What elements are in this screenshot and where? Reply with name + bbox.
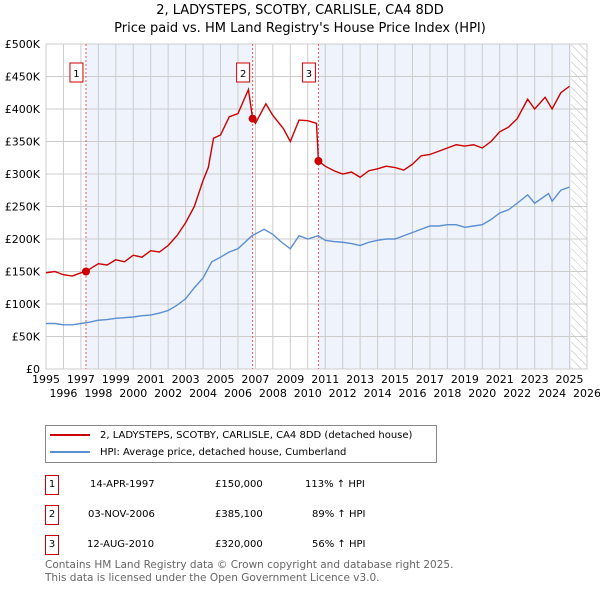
x-tick-label: 2024 bbox=[538, 387, 566, 400]
sale-label-box bbox=[301, 62, 316, 83]
chart-title: 2, LADYSTEPS, SCOTBY, CARLISLE, CA4 8DD bbox=[156, 3, 444, 18]
sale-price: £385,100 bbox=[215, 509, 263, 520]
sale-label: 3 bbox=[306, 69, 312, 80]
sale-date: 12-AUG-2010 bbox=[87, 539, 155, 550]
sale-label-box bbox=[236, 62, 251, 83]
y-tick-label: £400K bbox=[5, 103, 41, 116]
x-tick-label: 2013 bbox=[346, 373, 374, 386]
x-tick-label: 2011 bbox=[311, 373, 339, 386]
y-tick-label: £300K bbox=[5, 168, 41, 181]
x-tick-label: 2006 bbox=[224, 387, 252, 400]
sale-hpi: 89% ↑ HPI bbox=[312, 509, 366, 520]
sale-point bbox=[248, 114, 257, 123]
x-tick-label: 2001 bbox=[137, 373, 165, 386]
legend: 2, LADYSTEPS, SCOTBY, CARLISLE, CA4 8DD … bbox=[45, 425, 437, 463]
y-tick-label: £200K bbox=[5, 233, 41, 246]
sale-marker: 2 bbox=[45, 505, 59, 525]
x-tick-label: 2008 bbox=[259, 387, 287, 400]
sale-marker: 1 bbox=[45, 475, 59, 495]
x-tick-label: 1996 bbox=[49, 387, 77, 400]
sale-hpi: 113% ↑ HPI bbox=[305, 479, 365, 490]
sale-label: 1 bbox=[73, 69, 79, 80]
x-tick-label: 1999 bbox=[102, 373, 130, 386]
chart-subtitle: Price paid vs. HM Land Registry's House … bbox=[114, 21, 486, 36]
legend-swatch-blue bbox=[50, 451, 90, 453]
series-line bbox=[46, 186, 570, 326]
y-tick-label: £150K bbox=[5, 266, 41, 279]
sale-hpi: 56% ↑ HPI bbox=[312, 539, 366, 550]
footer-line: This data is licensed under the Open Gov… bbox=[45, 571, 380, 584]
x-tick-label: 2009 bbox=[276, 373, 304, 386]
footer-line: Contains HM Land Registry data © Crown c… bbox=[45, 559, 454, 571]
x-tick-label: 2023 bbox=[521, 373, 549, 386]
y-tick-label: £0 bbox=[26, 363, 40, 376]
x-tick-label: 2014 bbox=[364, 387, 392, 400]
x-tick-label: 2020 bbox=[468, 387, 496, 400]
legend-item-hpi: HPI: Average price, detached house, Cumb… bbox=[50, 444, 346, 460]
y-tick-label: £350K bbox=[5, 136, 41, 149]
x-tick-label: 1995 bbox=[32, 373, 60, 386]
y-tick-label: £450K bbox=[5, 71, 41, 84]
y-tick-label: £100K bbox=[5, 298, 41, 311]
legend-label: 2, LADYSTEPS, SCOTBY, CARLISLE, CA4 8DD … bbox=[100, 429, 413, 441]
chart-plot: 1995199619971998199920002001200220032004… bbox=[5, 38, 600, 400]
y-tick-label: £50K bbox=[12, 331, 41, 344]
y-tick-label: £250K bbox=[5, 201, 41, 214]
x-tick-label: 2019 bbox=[451, 373, 479, 386]
sale-point bbox=[81, 267, 90, 276]
series-line bbox=[45, 85, 570, 277]
sale-date: 03-NOV-2006 bbox=[88, 509, 155, 520]
sale-price: £320,000 bbox=[215, 539, 263, 550]
x-tick-label: 2002 bbox=[154, 387, 182, 400]
x-tick-label: 2005 bbox=[207, 373, 235, 386]
sale-row: 2 03-NOV-2006 £385,100 89% ↑ HPI bbox=[45, 505, 445, 525]
x-tick-label: 2026 bbox=[573, 387, 600, 400]
x-tick-label: 1997 bbox=[67, 373, 95, 386]
x-tick-label: 2021 bbox=[486, 373, 514, 386]
sale-label-box bbox=[69, 62, 84, 83]
x-tick-label: 2012 bbox=[329, 387, 357, 400]
x-tick-label: 2018 bbox=[433, 387, 461, 400]
x-tick-label: 2025 bbox=[556, 373, 584, 386]
sale-row: 3 12-AUG-2010 £320,000 56% ↑ HPI bbox=[45, 535, 445, 555]
sale-label: 2 bbox=[240, 69, 246, 80]
legend-label: HPI: Average price, detached house, Cumb… bbox=[100, 446, 347, 458]
legend-swatch-red bbox=[50, 434, 90, 436]
x-tick-label: 2022 bbox=[503, 387, 531, 400]
x-tick-label: 2017 bbox=[416, 373, 444, 386]
y-tick-label: £500K bbox=[5, 38, 41, 51]
footer: Contains HM Land Registry data © Crown c… bbox=[45, 559, 453, 584]
x-tick-label: 2007 bbox=[241, 373, 269, 386]
x-tick-label: 2000 bbox=[119, 387, 147, 400]
sale-point bbox=[314, 157, 323, 165]
sale-row: 1 14-APR-1997 £150,000 113% ↑ HPI bbox=[45, 475, 445, 495]
sale-date: 14-APR-1997 bbox=[90, 479, 155, 490]
legend-item-property: 2, LADYSTEPS, SCOTBY, CARLISLE, CA4 8DD … bbox=[50, 427, 412, 443]
x-tick-label: 1998 bbox=[84, 387, 112, 400]
plot-frame bbox=[45, 43, 588, 370]
x-tick-label: 2003 bbox=[172, 373, 200, 386]
x-tick-label: 2004 bbox=[189, 387, 217, 400]
sale-marker: 3 bbox=[45, 535, 59, 555]
x-tick-label: 2015 bbox=[381, 373, 409, 386]
x-tick-label: 2016 bbox=[398, 387, 426, 400]
x-tick-label: 2010 bbox=[294, 387, 322, 400]
sale-price: £150,000 bbox=[215, 479, 263, 490]
